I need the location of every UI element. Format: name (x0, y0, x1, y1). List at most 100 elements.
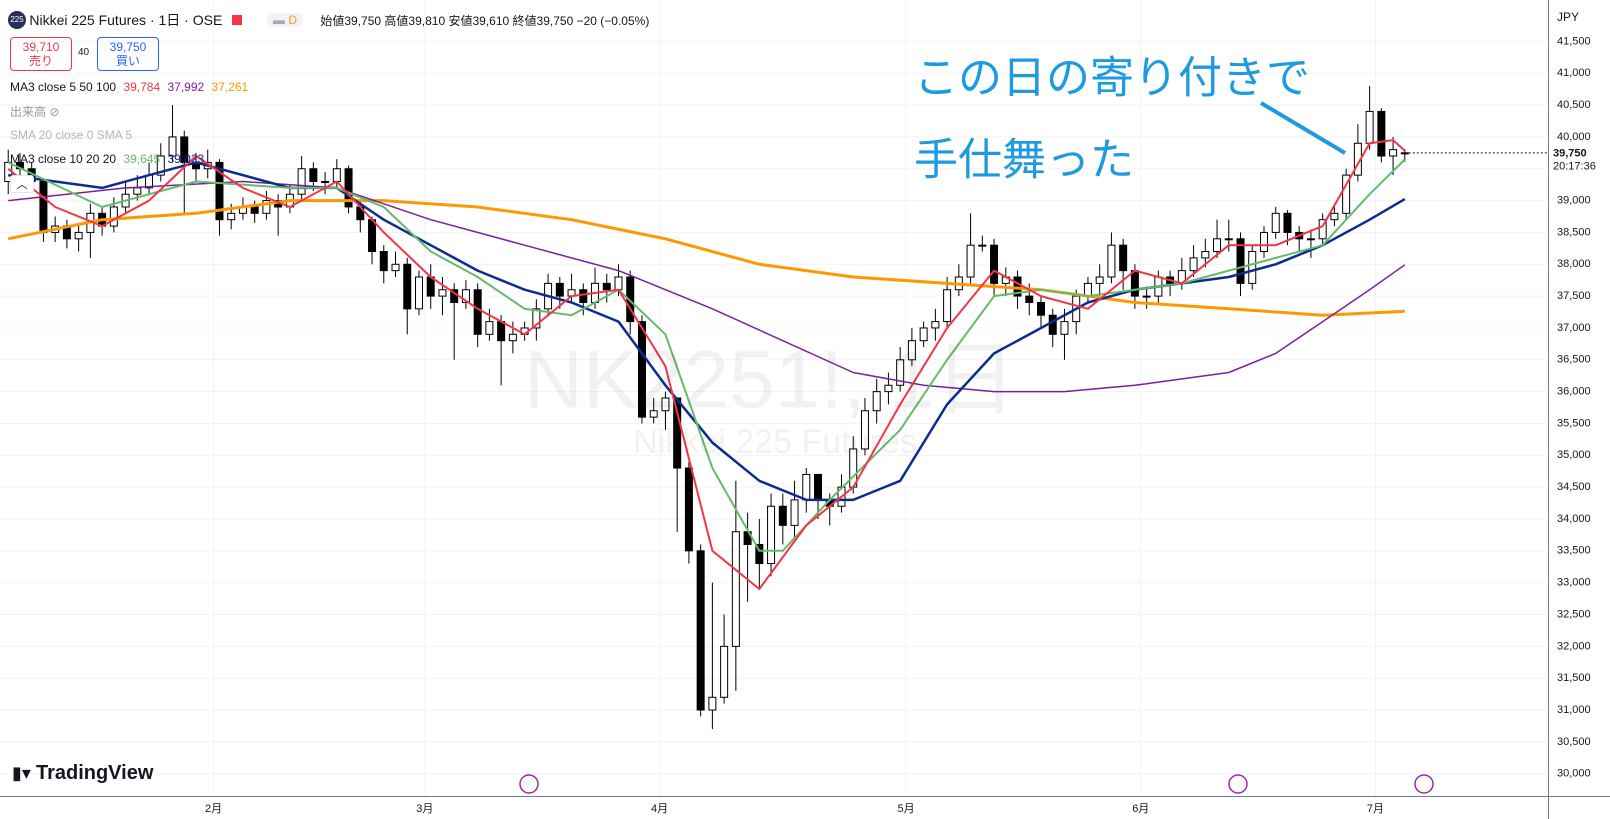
event-icon[interactable] (1228, 774, 1248, 794)
candle-body (227, 212, 236, 221)
x-tick-label: 5月 (897, 803, 914, 815)
candle-body (814, 473, 823, 501)
y-tick-label: 38,000 (1557, 258, 1591, 270)
candle-body (778, 505, 787, 526)
candle-body (309, 168, 318, 182)
candle-body (438, 289, 447, 297)
buy-label: 買い (115, 54, 140, 68)
logo[interactable]: ▮▾ TradingView (12, 762, 153, 785)
candle-body (39, 180, 48, 233)
y-tick-label: 40,500 (1557, 99, 1591, 111)
watermark-symbol: NK2251!, 1日 (524, 335, 1016, 426)
candle-body (391, 263, 400, 272)
legend-row: MA3 close 10 20 20 39,645 39,023 (10, 152, 204, 166)
candle-body (860, 410, 869, 450)
x-tick-label: 6月 (1132, 803, 1149, 815)
hidden-icon[interactable]: ⊘ (49, 105, 60, 119)
change: −20 (−0.05%) (576, 13, 650, 28)
high-value: 39,810 (408, 13, 446, 28)
y-tick-label: 40,000 (1557, 131, 1591, 143)
legend-title[interactable]: MA3 close 5 50 100 (10, 80, 117, 94)
candle-body (74, 231, 83, 240)
y-tick-label: 31,000 (1557, 704, 1591, 716)
moving-average-line (7, 139, 1406, 590)
y-tick-label: 38,500 (1557, 226, 1591, 238)
candle-body (1377, 110, 1386, 157)
annotation-arrow (1259, 101, 1347, 155)
candle-body (414, 276, 423, 310)
event-icon[interactable] (519, 774, 539, 794)
interval-badge[interactable]: ▬ D (266, 13, 303, 27)
y-tick-label: 35,500 (1557, 417, 1591, 429)
candle-body (1119, 244, 1128, 272)
close-value: 39,750 (536, 13, 574, 28)
candle-body (332, 168, 341, 182)
moving-average-line (7, 199, 1405, 317)
candle-body (297, 168, 306, 195)
candle-body (720, 645, 729, 698)
annotation-text: 手仕舞った (914, 136, 1134, 185)
legend-row: MA3 close 5 50 100 39,784 37,992 37,261 (10, 80, 248, 94)
candle-body (1224, 238, 1233, 241)
spread: 40 (78, 47, 90, 58)
candle-body (755, 543, 764, 565)
y-tick-label: 30,500 (1557, 736, 1591, 748)
open-value: 39,750 (344, 13, 382, 28)
candle-body (1248, 251, 1257, 284)
candle-body (896, 359, 905, 386)
legend-title[interactable]: SMA 20 close 0 SMA 5 (10, 128, 133, 142)
annotation-text: この日の寄り付きで (914, 54, 1310, 103)
candle-body (1342, 174, 1351, 214)
plot-area (0, 0, 1548, 796)
event-icon[interactable] (1414, 774, 1434, 794)
y-tick-label: 34,500 (1557, 481, 1591, 493)
symbol-title[interactable]: Nikkei 225 Futures · 1日 · OSE (29, 12, 223, 28)
x-tick-label: 3月 (416, 803, 433, 815)
axes: 30,000 30,500 31,000 31,500 32,000 32,500 33,0… (205, 35, 1607, 815)
candle-body (403, 263, 412, 310)
candle-body (532, 308, 541, 329)
candle-body (379, 251, 388, 272)
sell-button[interactable]: 39,710 売り (10, 37, 72, 71)
y-tick-label: 41,000 (1557, 67, 1591, 79)
candle-body (614, 276, 623, 291)
candle-body (661, 397, 670, 412)
candle-body (1389, 149, 1398, 157)
legend-title[interactable]: MA3 close 10 20 20 (10, 152, 117, 166)
symbol-badge: 225 (8, 11, 26, 29)
open-label: 始値 (320, 13, 345, 28)
candle-body (1365, 110, 1374, 144)
x-tick-label: 4月 (651, 803, 668, 815)
y-tick-label: 35,000 (1557, 449, 1591, 461)
close-label: 終値 (512, 13, 537, 28)
flag-icon[interactable] (231, 15, 242, 25)
legend-title[interactable]: 出来高 (10, 105, 47, 119)
y-tick-label: 31,500 (1557, 672, 1591, 684)
x-tick-label: 2月 (205, 803, 222, 815)
candle-body (1189, 257, 1198, 272)
y-tick-label: 37,000 (1557, 322, 1591, 334)
buy-button[interactable]: 39,750 買い (97, 37, 159, 71)
last-price-tag (1549, 143, 1607, 174)
candle-body (473, 289, 482, 335)
candle-body (978, 244, 987, 247)
candle-body (602, 282, 611, 291)
candle-body (133, 187, 142, 195)
currency-label[interactable]: JPY (1557, 10, 1579, 24)
candle-body (485, 321, 494, 335)
y-tick-label: 33,500 (1557, 545, 1591, 557)
legend-row: 出来高 ⊘ (10, 103, 59, 120)
candle-body (344, 168, 353, 208)
candle-body (508, 333, 517, 342)
legend-value: 37,261 (211, 80, 249, 94)
candle-body (1036, 301, 1045, 316)
x-tick-label: 7月 (1367, 803, 1384, 815)
candle-body (579, 289, 588, 303)
logo-text: TradingView (35, 762, 154, 784)
candle-body (907, 340, 916, 361)
collapse-button[interactable]: ︿ (10, 175, 34, 193)
candle-body (1048, 314, 1057, 335)
y-tick-label: 36,500 (1557, 354, 1591, 366)
candle-body (637, 321, 646, 418)
